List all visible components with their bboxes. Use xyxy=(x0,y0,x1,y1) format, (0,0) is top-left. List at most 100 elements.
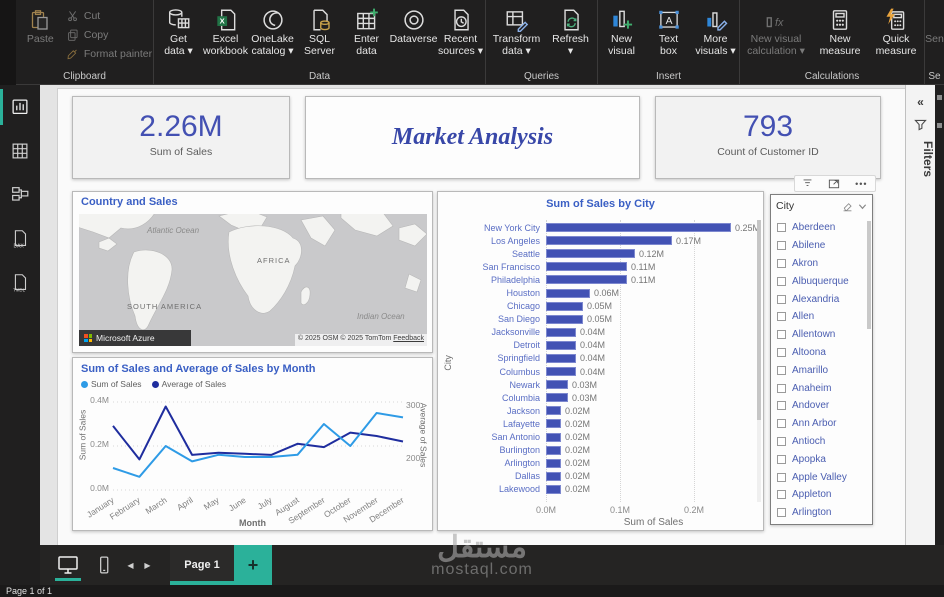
checkbox[interactable] xyxy=(777,294,786,304)
bar-row[interactable]: Philadelphia 0.11M xyxy=(448,273,748,286)
onelake-catalog-button[interactable]: OneLake catalog ▾ xyxy=(249,3,296,58)
bar[interactable] xyxy=(546,314,583,324)
enter-data-button[interactable]: Enter data xyxy=(343,3,390,58)
slicer-item[interactable]: Amarillo xyxy=(771,361,872,379)
slicer-item[interactable]: Apopka xyxy=(771,450,872,468)
slicer-item[interactable]: Aberdeen xyxy=(771,219,872,237)
bar[interactable] xyxy=(546,380,568,390)
card-count-of-customer-id[interactable]: 793 Count of Customer ID xyxy=(655,96,881,179)
checkbox[interactable] xyxy=(777,365,786,375)
bar[interactable] xyxy=(546,471,561,481)
bar[interactable] xyxy=(546,419,561,429)
slicer-item[interactable]: Abilene xyxy=(771,237,872,255)
copy-button[interactable]: Copy xyxy=(66,28,152,42)
bar-row[interactable]: San Francisco 0.11M xyxy=(448,260,748,273)
bar[interactable] xyxy=(546,301,583,311)
slicer-item[interactable]: Appleton xyxy=(771,486,872,504)
more-options-icon[interactable]: ••• xyxy=(855,178,868,189)
world-map[interactable]: Atlantic Ocean AFRICA SOUTH AMERICA Indi… xyxy=(79,214,427,346)
city-slicer[interactable]: City Aberdeen Abilene Akron Albuquerque Alex… xyxy=(770,194,873,525)
tmdl-view-button[interactable]: TMDL xyxy=(0,261,40,305)
bar-row[interactable]: Houston 0.06M xyxy=(448,286,748,299)
refresh-button[interactable]: Refresh ▾ xyxy=(546,3,596,58)
filters-pane-title[interactable]: Filters xyxy=(921,141,935,178)
checkbox[interactable] xyxy=(777,490,786,500)
get-data-button[interactable]: Get data ▾ xyxy=(155,3,202,58)
bar-row[interactable]: Chicago 0.05M xyxy=(448,300,748,313)
bar-row[interactable]: Los Angeles 0.17M xyxy=(448,234,748,247)
bar[interactable] xyxy=(546,484,561,494)
bar[interactable] xyxy=(546,458,561,468)
recent-sources-button[interactable]: Recent sources ▾ xyxy=(437,3,484,58)
bar[interactable] xyxy=(546,367,576,377)
slicer-item[interactable]: Allen xyxy=(771,308,872,326)
new-page-button[interactable]: + xyxy=(234,545,272,585)
checkbox[interactable] xyxy=(777,347,786,357)
checkbox[interactable] xyxy=(777,330,786,340)
bar[interactable] xyxy=(546,249,635,259)
bar-row[interactable]: Burlington 0.02M xyxy=(448,444,748,457)
checkbox[interactable] xyxy=(777,401,786,411)
quick-measure-button[interactable]: Quick measure xyxy=(868,3,924,58)
slicer-item[interactable]: Alexandria xyxy=(771,290,872,308)
report-title-textbox[interactable]: Market Analysis xyxy=(305,96,640,179)
slicer-scrollbar[interactable] xyxy=(867,221,871,329)
bar-row[interactable]: Newark 0.03M xyxy=(448,378,748,391)
slicer-item[interactable]: Ann Arbor xyxy=(771,415,872,433)
clear-selections-icon[interactable] xyxy=(842,201,853,212)
bar-row[interactable]: Detroit 0.04M xyxy=(448,339,748,352)
bar[interactable] xyxy=(546,223,731,233)
bar-row[interactable]: Dallas 0.02M xyxy=(448,470,748,483)
checkbox[interactable] xyxy=(777,241,786,251)
bar[interactable] xyxy=(546,340,576,350)
bar-row[interactable]: Columbia 0.03M xyxy=(448,391,748,404)
bar[interactable] xyxy=(546,288,590,298)
format-painter-button[interactable]: Format painter xyxy=(66,47,152,61)
checkbox[interactable] xyxy=(777,508,786,518)
card-sum-of-sales[interactable]: 2.26M Sum of Sales xyxy=(72,96,290,179)
checkbox[interactable] xyxy=(777,454,786,464)
chevron-down-icon[interactable] xyxy=(858,202,867,211)
slicer-item[interactable]: Arlington xyxy=(771,504,872,522)
line-chart-visual[interactable]: Sum of Sales and Average of Sales by Mon… xyxy=(72,357,433,531)
bar-chart-scrollbar[interactable] xyxy=(757,220,761,502)
legend-item[interactable]: Average of Sales xyxy=(151,379,226,389)
page-tab[interactable]: Page 1 xyxy=(170,545,234,585)
slicer-item[interactable]: Antioch xyxy=(771,433,872,451)
bar[interactable] xyxy=(546,262,627,272)
more-visuals-button[interactable]: More visuals ▾ xyxy=(692,3,739,58)
dataverse-button[interactable]: Dataverse xyxy=(390,3,437,46)
bar-row[interactable]: Jacksonville 0.04M xyxy=(448,326,748,339)
bar-row[interactable]: Columbus 0.04M xyxy=(448,365,748,378)
next-page-icon[interactable]: ▶ xyxy=(144,560,151,570)
sql-server-button[interactable]: SQL Server xyxy=(296,3,343,58)
bar-row[interactable]: Arlington 0.02M xyxy=(448,457,748,470)
bar[interactable] xyxy=(546,275,627,285)
average-of-sales-line[interactable] xyxy=(112,405,404,461)
text-box-button[interactable]: A Text box xyxy=(645,3,692,58)
slicer-item[interactable]: Anaheim xyxy=(771,379,872,397)
checkbox[interactable] xyxy=(777,436,786,446)
cut-button[interactable]: Cut xyxy=(66,9,152,23)
checkbox[interactable] xyxy=(777,419,786,429)
sensitivity-button[interactable]: Sen xyxy=(925,3,944,46)
sum-of-sales-line[interactable] xyxy=(112,412,404,478)
new-measure-button[interactable]: New measure xyxy=(812,3,868,58)
focus-mode-icon[interactable] xyxy=(828,178,840,189)
bar[interactable] xyxy=(546,406,561,416)
bar[interactable] xyxy=(546,353,576,363)
checkbox[interactable] xyxy=(777,472,786,482)
dax-query-view-button[interactable]: DAX xyxy=(0,217,40,261)
slicer-item[interactable]: Albuquerque xyxy=(771,272,872,290)
bar[interactable] xyxy=(546,445,561,455)
bar[interactable] xyxy=(546,393,568,403)
new-visual-button[interactable]: New visual xyxy=(598,3,645,58)
bar-chart-visual[interactable]: Sum of Sales by City City New York City 0… xyxy=(437,191,764,531)
bar-row[interactable]: San Antonio 0.02M xyxy=(448,431,748,444)
slicer-item[interactable]: Allentown xyxy=(771,326,872,344)
pane-toggle-icon[interactable] xyxy=(937,123,942,128)
previous-page-icon[interactable]: ◀ xyxy=(127,560,134,570)
model-view-button[interactable] xyxy=(0,173,40,217)
filter-icon[interactable] xyxy=(802,178,813,189)
report-view-button[interactable] xyxy=(0,85,40,129)
